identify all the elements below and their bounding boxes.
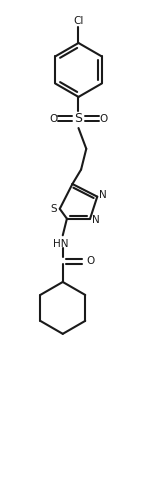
- Text: N: N: [99, 190, 107, 200]
- Text: N: N: [92, 215, 100, 225]
- Text: HN: HN: [53, 239, 68, 249]
- Text: S: S: [50, 204, 57, 214]
- Text: S: S: [75, 112, 82, 125]
- Text: O: O: [49, 114, 58, 124]
- Text: O: O: [87, 256, 95, 266]
- Text: Cl: Cl: [73, 17, 84, 26]
- Text: O: O: [99, 114, 108, 124]
